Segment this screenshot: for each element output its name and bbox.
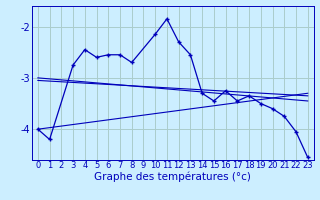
X-axis label: Graphe des températures (°c): Graphe des températures (°c) bbox=[94, 172, 251, 182]
